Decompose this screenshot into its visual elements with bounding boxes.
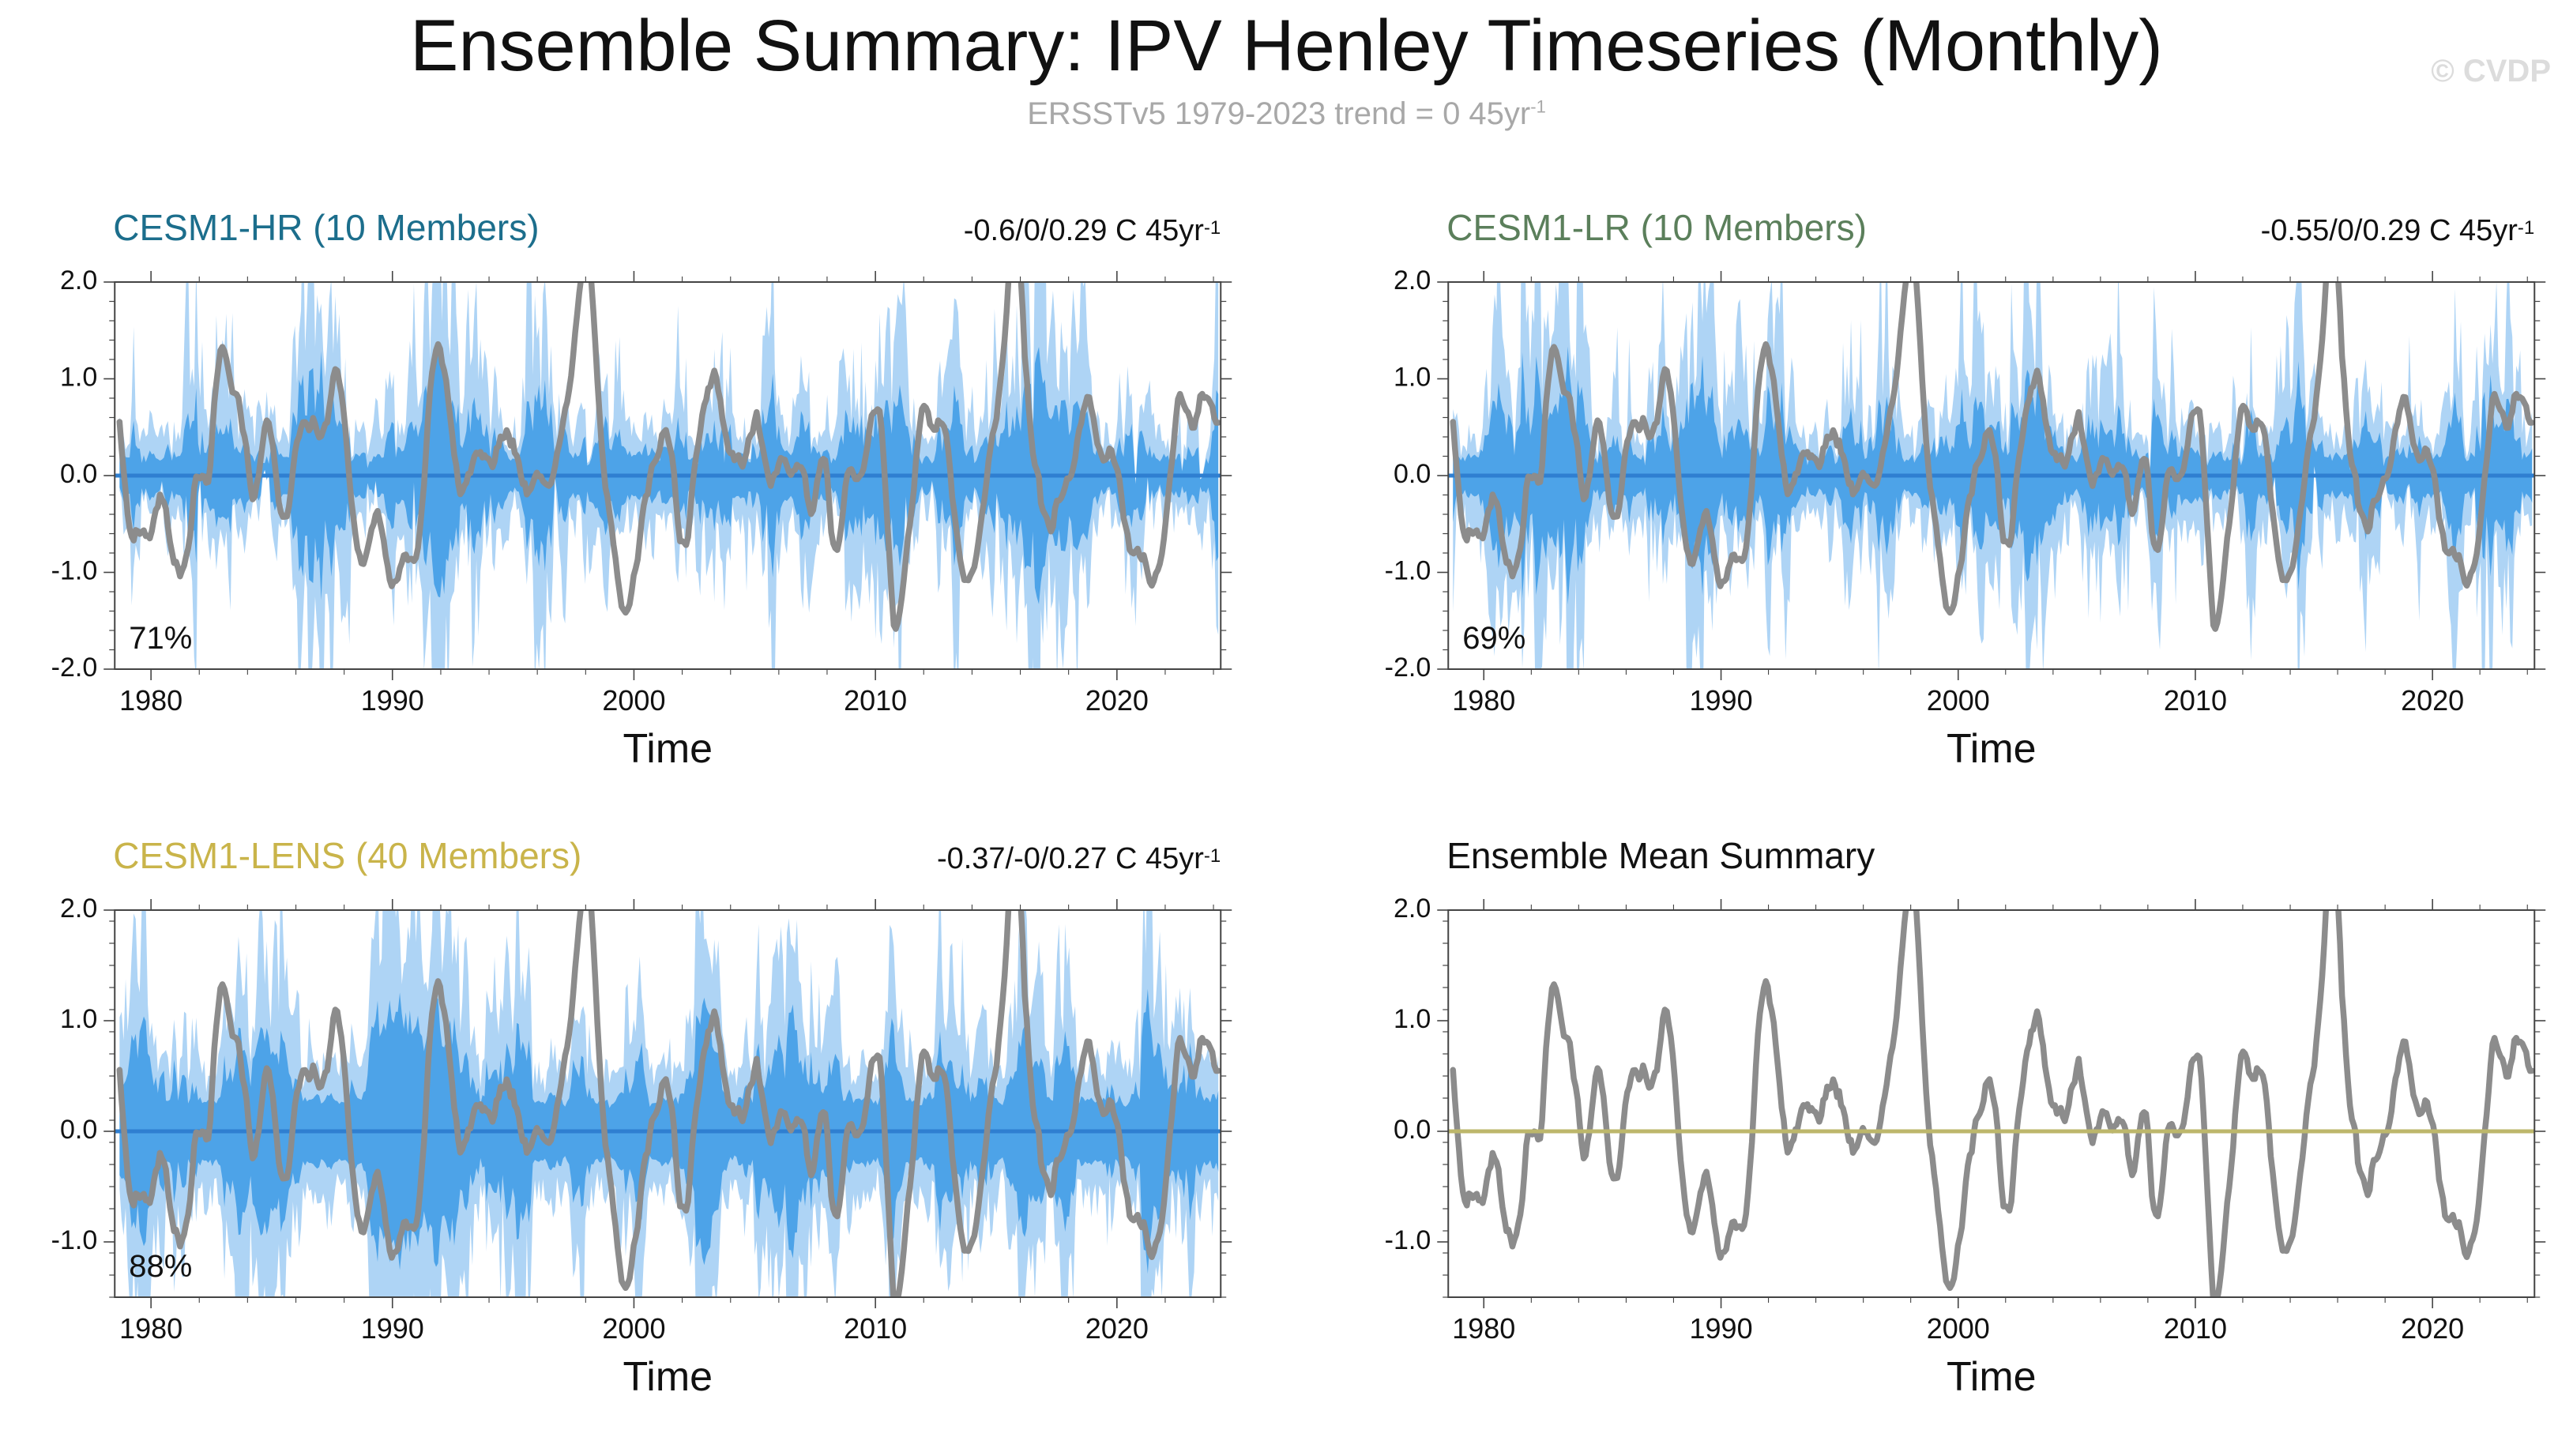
svg-text:69%: 69% bbox=[1462, 621, 1525, 656]
svg-text:88%: 88% bbox=[129, 1249, 192, 1284]
svg-text:2020: 2020 bbox=[2401, 1312, 2464, 1345]
svg-text:-2.0: -2.0 bbox=[1384, 653, 1431, 683]
svg-text:2010: 2010 bbox=[844, 1312, 907, 1345]
svg-text:2.0: 2.0 bbox=[1393, 894, 1430, 924]
svg-text:0.0: 0.0 bbox=[1393, 459, 1430, 489]
svg-text:1.0: 1.0 bbox=[60, 363, 97, 393]
svg-text:0.0: 0.0 bbox=[60, 1115, 97, 1145]
svg-text:2010: 2010 bbox=[844, 684, 907, 717]
svg-text:-1.0: -1.0 bbox=[51, 556, 98, 586]
svg-text:-0.6/0/0.29 C 45yr-1: -0.6/0/0.29 C 45yr-1 bbox=[964, 214, 1221, 247]
svg-text:0.0: 0.0 bbox=[60, 459, 97, 489]
svg-text:1.0: 1.0 bbox=[1393, 1004, 1430, 1034]
svg-text:2000: 2000 bbox=[1926, 1312, 1989, 1345]
svg-text:-0.37/-0/0.27 C 45yr-1: -0.37/-0/0.27 C 45yr-1 bbox=[937, 842, 1221, 875]
svg-text:1990: 1990 bbox=[361, 1312, 424, 1345]
svg-text:2010: 2010 bbox=[2163, 1312, 2226, 1345]
svg-text:0.0: 0.0 bbox=[1393, 1115, 1430, 1145]
svg-text:2020: 2020 bbox=[2401, 684, 2464, 717]
svg-text:-1.0: -1.0 bbox=[51, 1225, 98, 1255]
svg-text:2.0: 2.0 bbox=[1393, 265, 1430, 295]
svg-text:-1.0: -1.0 bbox=[1384, 1225, 1431, 1255]
svg-text:2000: 2000 bbox=[1926, 684, 1989, 717]
svg-text:1980: 1980 bbox=[1452, 1312, 1515, 1345]
svg-text:CESM1-LENS (40 Members): CESM1-LENS (40 Members) bbox=[113, 835, 581, 876]
svg-text:1980: 1980 bbox=[119, 684, 182, 717]
svg-text:-0.55/0/0.29 C 45yr-1: -0.55/0/0.29 C 45yr-1 bbox=[2260, 214, 2534, 247]
svg-text:2010: 2010 bbox=[2163, 684, 2226, 717]
svg-text:1.0: 1.0 bbox=[60, 1004, 97, 1034]
svg-text:2.0: 2.0 bbox=[60, 894, 97, 924]
svg-text:CESM1-LR (10 Members): CESM1-LR (10 Members) bbox=[1446, 207, 1867, 248]
svg-text:2020: 2020 bbox=[1085, 684, 1149, 717]
svg-text:2000: 2000 bbox=[602, 1312, 665, 1345]
svg-text:Time: Time bbox=[623, 726, 713, 772]
svg-text:1990: 1990 bbox=[361, 684, 424, 717]
svg-text:1990: 1990 bbox=[1689, 684, 1752, 717]
svg-text:2020: 2020 bbox=[1085, 1312, 1149, 1345]
svg-text:1990: 1990 bbox=[1689, 1312, 1752, 1345]
svg-text:-1.0: -1.0 bbox=[1384, 556, 1431, 586]
svg-text:1980: 1980 bbox=[119, 1312, 182, 1345]
svg-text:Time: Time bbox=[623, 1354, 713, 1400]
svg-text:1980: 1980 bbox=[1452, 684, 1515, 717]
svg-text:Time: Time bbox=[1946, 1354, 2036, 1400]
svg-text:Ensemble Mean Summary: Ensemble Mean Summary bbox=[1446, 835, 1875, 876]
svg-text:Time: Time bbox=[1946, 726, 2036, 772]
svg-text:71%: 71% bbox=[129, 621, 192, 656]
svg-text:-2.0: -2.0 bbox=[51, 653, 98, 683]
svg-text:2.0: 2.0 bbox=[60, 265, 97, 295]
svg-text:CESM1-HR (10 Members): CESM1-HR (10 Members) bbox=[113, 207, 539, 248]
svg-text:2000: 2000 bbox=[602, 684, 665, 717]
svg-text:1.0: 1.0 bbox=[1393, 363, 1430, 393]
